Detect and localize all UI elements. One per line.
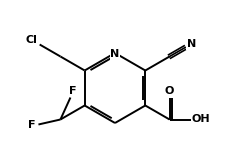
Text: O: O <box>165 86 174 97</box>
Text: F: F <box>69 85 76 95</box>
Text: Cl: Cl <box>26 35 38 45</box>
Text: N: N <box>110 49 120 59</box>
Text: F: F <box>28 119 35 130</box>
Text: OH: OH <box>191 115 210 125</box>
Text: N: N <box>186 39 196 49</box>
